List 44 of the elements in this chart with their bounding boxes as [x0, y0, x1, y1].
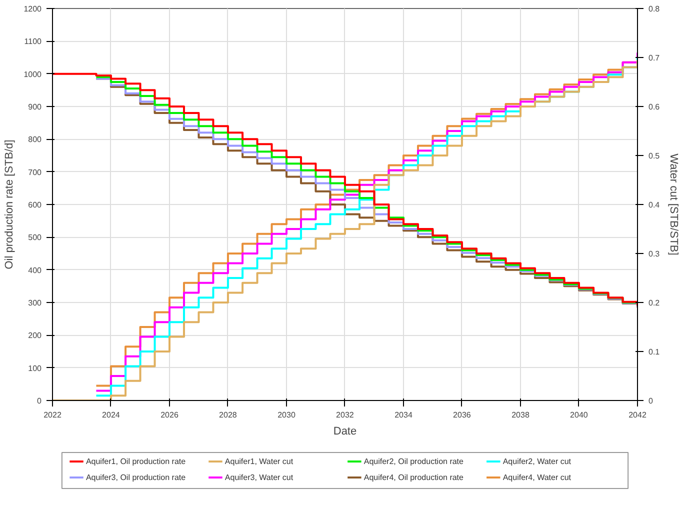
y-tick-label: 0	[37, 396, 42, 406]
y2-axis-title: Water cut [STB/STB]	[668, 154, 680, 256]
y-tick-label: 500	[28, 233, 42, 242]
y-tick-label: 600	[28, 200, 42, 210]
y-axis-title: Oil production rate [STB/d]	[4, 140, 16, 270]
x-tick-label: 2034	[394, 410, 413, 420]
x-tick-label: 2042	[628, 410, 647, 420]
y-tick-label: 400	[28, 266, 42, 275]
y2-tick-label: 0.1	[648, 348, 660, 356]
y-tick-label: 700	[28, 168, 42, 177]
y-tick-label: 900	[28, 102, 42, 112]
y-tick-label: 100	[28, 364, 42, 373]
legend-label: Aquifer3, Water cut	[224, 473, 294, 482]
x-axis-title: Date	[333, 426, 357, 438]
y-tick-label: 800	[28, 135, 42, 144]
x-tick-label: 2022	[44, 410, 62, 420]
y2-tick-label: 0	[648, 396, 654, 406]
y2-tick-label: 0.7	[648, 54, 660, 62]
x-tick-label: 2036	[453, 410, 472, 420]
x-tick-label: 2028	[219, 410, 238, 420]
y2-tick-label: 0.8	[648, 4, 660, 14]
y-tick-label: 1000	[24, 70, 42, 79]
y-tick-label: 1200	[24, 4, 42, 14]
legend-label: Aquifer4, Water cut	[502, 473, 572, 482]
y2-tick-label: 0.5	[648, 152, 660, 160]
legend-label: Aquifer1, Water cut	[224, 457, 294, 466]
x-tick-label: 2026	[160, 410, 179, 420]
x-tick-label: 2038	[512, 410, 530, 420]
legend-label: Aquifer4, Oil production rate	[364, 473, 464, 482]
x-tick-label: 2040	[570, 410, 588, 420]
legend-label: Aquifer3, Oil production rate	[86, 473, 186, 482]
y2-tick-label: 0.2	[648, 298, 660, 308]
y-tick-label: 1100	[24, 37, 42, 46]
y2-tick-label: 0.3	[648, 250, 660, 258]
x-tick-label: 2032	[336, 410, 354, 420]
legend-label: Aquifer1, Oil production rate	[86, 457, 186, 466]
y-tick-label: 200	[28, 331, 42, 340]
y2-tick-label: 0.6	[648, 102, 660, 112]
x-tick-label: 2024	[102, 410, 120, 420]
x-tick-label: 2030	[278, 410, 296, 420]
y-tick-label: 300	[28, 298, 42, 308]
legend-label: Aquifer2, Water cut	[502, 457, 572, 466]
y2-tick-label: 0.4	[648, 200, 660, 210]
legend-label: Aquifer2, Oil production rate	[364, 457, 464, 466]
